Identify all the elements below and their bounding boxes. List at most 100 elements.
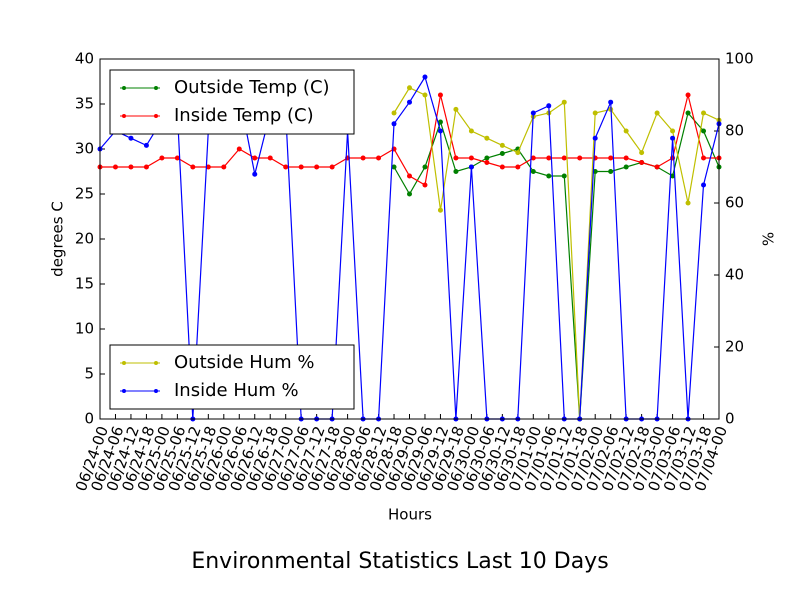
point bbox=[623, 164, 629, 170]
point bbox=[484, 135, 490, 141]
point bbox=[685, 92, 691, 98]
y2-tick-label: 100 bbox=[725, 50, 754, 68]
y-tick-label: 25 bbox=[75, 185, 94, 203]
point bbox=[499, 151, 505, 156]
point bbox=[592, 135, 598, 141]
point bbox=[221, 164, 227, 170]
point bbox=[422, 182, 428, 188]
point bbox=[407, 191, 412, 197]
x-axis-label: Hours bbox=[388, 506, 432, 524]
point bbox=[623, 155, 629, 161]
y-tick-label: 30 bbox=[75, 140, 94, 158]
point bbox=[654, 164, 660, 170]
legend-label: Outside Hum % bbox=[174, 352, 315, 373]
point bbox=[670, 135, 676, 141]
point bbox=[484, 155, 490, 161]
legend-label: Outside Temp (C) bbox=[174, 77, 330, 98]
y2-tick-label: 40 bbox=[725, 266, 744, 284]
point bbox=[205, 164, 211, 170]
legend-dot bbox=[122, 389, 126, 393]
point bbox=[701, 182, 707, 188]
point bbox=[468, 128, 474, 134]
legend-label: Inside Hum % bbox=[174, 380, 299, 401]
point bbox=[468, 155, 474, 161]
point bbox=[437, 92, 443, 98]
point bbox=[112, 164, 118, 170]
series-line bbox=[393, 87, 720, 420]
point bbox=[670, 128, 676, 134]
point bbox=[453, 169, 459, 174]
point bbox=[515, 164, 521, 170]
point bbox=[128, 164, 134, 170]
point bbox=[484, 160, 490, 165]
point bbox=[561, 173, 567, 179]
point bbox=[453, 106, 459, 112]
legend-box bbox=[109, 69, 355, 135]
point bbox=[546, 173, 552, 179]
plot-frame bbox=[99, 58, 720, 420]
point bbox=[453, 155, 459, 161]
y-tick-label: 5 bbox=[84, 365, 94, 383]
point bbox=[159, 155, 165, 161]
point bbox=[577, 155, 583, 161]
point bbox=[623, 128, 629, 134]
point bbox=[685, 200, 691, 206]
point bbox=[608, 99, 614, 105]
y-tick-label: 20 bbox=[75, 230, 94, 248]
point bbox=[437, 119, 443, 125]
point bbox=[391, 110, 397, 116]
point bbox=[437, 128, 443, 134]
point bbox=[670, 173, 676, 179]
legend-dot bbox=[122, 114, 126, 118]
point bbox=[376, 155, 382, 161]
point bbox=[422, 92, 428, 98]
point bbox=[236, 146, 242, 152]
chart-title: Environmental Statistics Last 10 Days bbox=[191, 549, 608, 574]
y2-tick-label: 20 bbox=[725, 338, 744, 356]
point bbox=[174, 155, 180, 161]
legend-box bbox=[109, 344, 355, 410]
y-axis-label: degrees C bbox=[49, 201, 67, 277]
point bbox=[499, 142, 505, 148]
point bbox=[530, 110, 536, 116]
point bbox=[267, 155, 273, 161]
point bbox=[701, 155, 707, 161]
legend-dot bbox=[154, 114, 158, 118]
point bbox=[391, 164, 397, 170]
y2-tick-label: 80 bbox=[725, 122, 744, 140]
point bbox=[360, 155, 366, 161]
point bbox=[515, 150, 521, 156]
point bbox=[252, 155, 258, 161]
point bbox=[190, 164, 196, 170]
point bbox=[128, 135, 134, 141]
y-tick-label: 10 bbox=[75, 320, 94, 338]
point bbox=[298, 164, 304, 170]
point bbox=[283, 164, 289, 170]
point bbox=[143, 164, 149, 170]
point bbox=[608, 169, 614, 174]
point bbox=[546, 155, 552, 161]
legend-label: Inside Temp (C) bbox=[174, 105, 314, 126]
y-tick-label: 15 bbox=[75, 275, 94, 293]
point bbox=[530, 155, 536, 161]
point bbox=[422, 164, 428, 170]
point bbox=[701, 128, 707, 134]
legend-dot bbox=[122, 361, 126, 365]
legend-dot bbox=[154, 389, 158, 393]
y2-axis-label: % bbox=[760, 232, 778, 246]
point bbox=[143, 142, 149, 148]
y-tick-label: 40 bbox=[75, 50, 94, 68]
series-line bbox=[393, 111, 720, 420]
legend-dot bbox=[122, 86, 126, 90]
point bbox=[639, 150, 645, 156]
point bbox=[407, 99, 412, 105]
point bbox=[530, 169, 536, 174]
point bbox=[329, 164, 335, 170]
point bbox=[561, 99, 567, 105]
point bbox=[561, 155, 567, 161]
point bbox=[639, 160, 645, 165]
point bbox=[608, 155, 614, 161]
point bbox=[592, 110, 598, 116]
point bbox=[407, 173, 412, 179]
point bbox=[654, 110, 660, 116]
